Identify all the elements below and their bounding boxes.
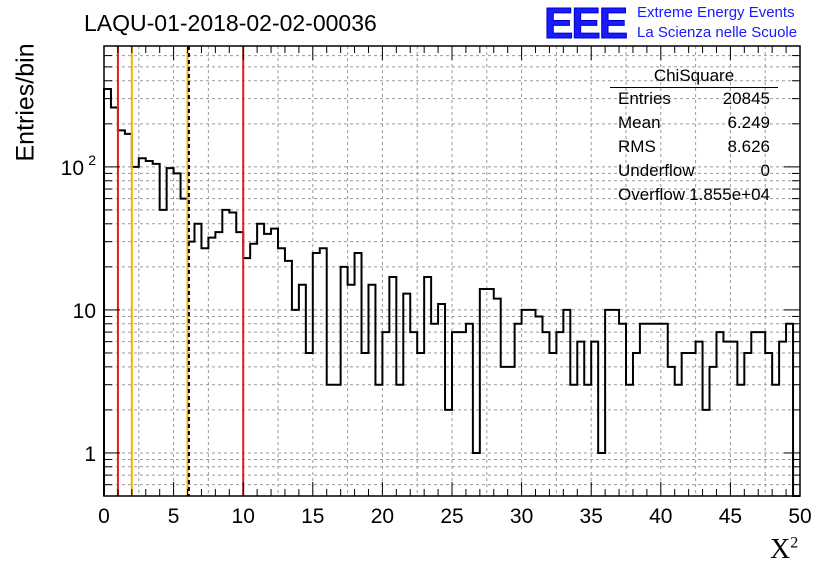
- x-tick-label: 10: [232, 505, 255, 528]
- x-tick-label: 25: [440, 505, 463, 528]
- x-tick-label: 35: [580, 505, 603, 528]
- stats-row-rms: RMS 8.626: [618, 137, 770, 156]
- y-axis-label: Entries/bin: [11, 43, 40, 162]
- stats-row-mean: Mean 6.249: [618, 113, 770, 132]
- x-tick-label: 45: [719, 505, 742, 528]
- stats-row-entries: Entries 20845: [618, 89, 770, 108]
- x-axis-label: X2: [770, 534, 798, 566]
- x-tick-label: 40: [649, 505, 672, 528]
- eee-logo-mark: EEE: [543, 0, 628, 48]
- x-tick-label: 50: [788, 505, 811, 528]
- x-tick-label: 15: [301, 505, 324, 528]
- stats-box: ChiSquare Entries 20845 Mean 6.249 RMS 8.62…: [610, 66, 778, 209]
- y-tick-label-sup: 2: [88, 152, 96, 168]
- x-tick-label: 5: [168, 505, 180, 528]
- x-tick-label: 20: [371, 505, 394, 528]
- y-tick-label: 10: [61, 157, 84, 180]
- y-tick-label: 10: [73, 300, 96, 323]
- x-axis-label-sup: 2: [790, 534, 799, 552]
- histogram-series: [103, 88, 800, 497]
- logo-line-1: Extreme Energy Events: [637, 4, 795, 21]
- y-tick-label: 1: [84, 443, 96, 466]
- stats-row-underflow: Underflow 0: [618, 161, 770, 180]
- logo-line-2: La Scienza nelle Scuole: [637, 24, 798, 41]
- stats-row-overflow: Overflow 1.855e+04: [618, 185, 770, 204]
- chart-title: LAQU-01-2018-02-02-00036: [84, 10, 377, 36]
- x-tick-label: 0: [98, 505, 110, 528]
- x-axis-label-base: X: [770, 534, 791, 565]
- stats-title: ChiSquare: [610, 66, 778, 88]
- x-tick-label: 30: [510, 505, 533, 528]
